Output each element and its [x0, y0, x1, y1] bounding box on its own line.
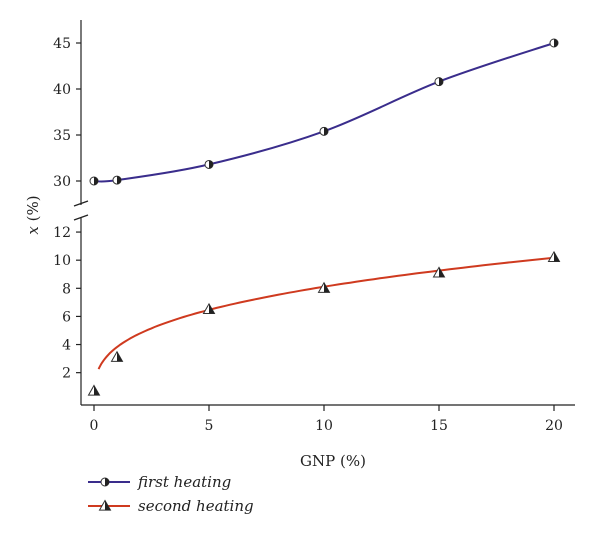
legend-label: second heating — [138, 497, 254, 515]
axis-break-mark — [73, 200, 89, 207]
legend-entry: first heating — [88, 473, 231, 491]
legend-label: first heating — [137, 473, 231, 491]
data-point-first-heating — [100, 477, 110, 487]
data-point-first-heating — [319, 126, 329, 136]
x-tick-label: 10 — [315, 418, 333, 434]
data-point-first-heating — [112, 175, 122, 185]
legend-entry: second heating — [88, 497, 254, 515]
y-tick-label: 40 — [53, 82, 71, 98]
y-tick-label: 10 — [53, 253, 71, 269]
data-point-second-heating — [87, 384, 101, 396]
data-point-first-heating — [204, 159, 214, 169]
y-axis-label: x (%) — [24, 195, 42, 234]
y-tick-label: 35 — [53, 128, 71, 144]
y-tick-label: 8 — [62, 281, 71, 297]
x-tick-label: 0 — [90, 418, 99, 434]
x-tick-label: 5 — [205, 418, 214, 434]
y-tick-label: 30 — [53, 174, 71, 190]
ticks: 30 35 40 45 2 4 6 8 10 12 0 5 10 15 20 — [53, 36, 563, 434]
markers — [87, 38, 561, 396]
series-lines — [93, 42, 555, 370]
axis-break-mark — [73, 214, 89, 221]
y-tick-label: 2 — [62, 366, 71, 382]
data-point-second-heating — [98, 499, 112, 511]
data-point-second-heating — [110, 350, 124, 362]
x-axis-label: GNP (%) — [300, 452, 366, 470]
series-line-second-heating — [97, 256, 555, 370]
data-point-first-heating — [434, 77, 444, 87]
data-point-second-heating — [317, 281, 331, 293]
x-tick-label: 15 — [430, 418, 448, 434]
y-tick-label: 6 — [62, 309, 71, 325]
data-point-second-heating — [432, 266, 446, 278]
data-point-second-heating — [202, 302, 216, 315]
data-point-first-heating — [549, 38, 559, 48]
x-tick-label: 20 — [545, 418, 563, 434]
y-tick-label: 12 — [53, 225, 71, 241]
y-tick-label: 45 — [53, 36, 71, 52]
legend: first heating second heating — [88, 473, 254, 515]
data-point-second-heating — [547, 250, 561, 262]
axes — [73, 20, 575, 406]
data-point-first-heating — [89, 176, 99, 186]
series-line-first-heating — [93, 42, 555, 183]
y-tick-label: 4 — [62, 338, 71, 354]
